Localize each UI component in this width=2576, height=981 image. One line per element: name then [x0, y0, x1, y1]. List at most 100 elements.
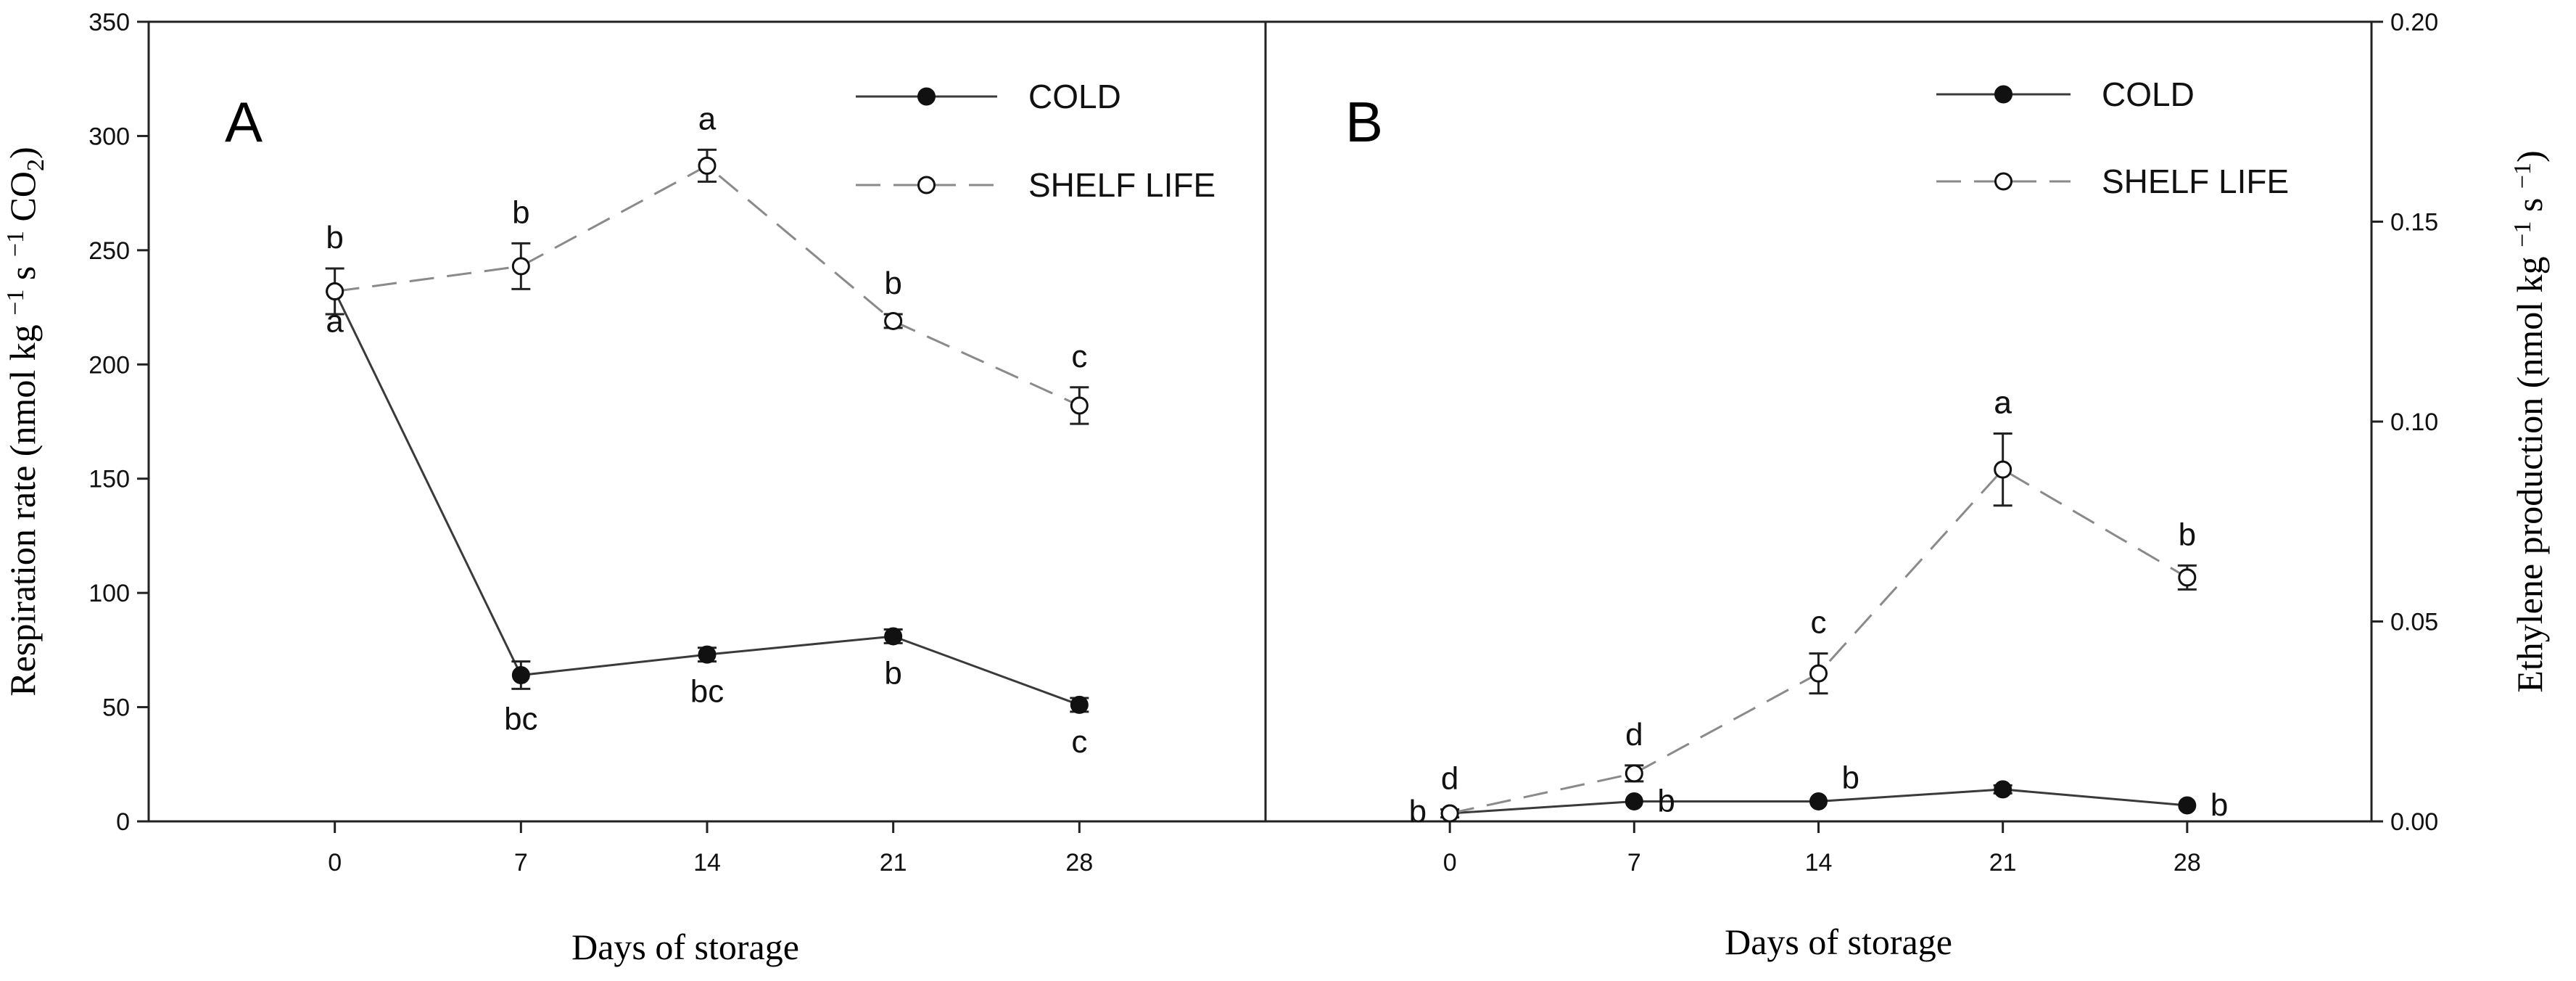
- significance-label: d: [1441, 760, 1458, 796]
- y-axis-title-part: ): [2, 147, 43, 159]
- x-tick-label: 14: [1805, 849, 1833, 877]
- y-tick-label: 50: [102, 694, 130, 722]
- y-axis-title-part: Ethylene production (nmol kg: [2509, 247, 2550, 693]
- panel-tag: B: [1345, 90, 1383, 154]
- y-axis-title-part: −1: [2, 231, 29, 257]
- significance-label: bc: [690, 674, 724, 710]
- legend-marker-open: [1994, 172, 2012, 191]
- y-axis-title-part: 2: [22, 159, 49, 171]
- x-tick-label: 28: [2174, 849, 2201, 877]
- data-point-open: [1440, 804, 1459, 823]
- legend-label: COLD: [1028, 78, 1121, 115]
- y-tick-label: 200: [88, 351, 130, 379]
- y-axis-title: Ethylene production (nmol kg −1 s −1): [2509, 150, 2550, 692]
- y-tick-label: 250: [88, 237, 130, 265]
- series-shelf-life: d d c a b: [1440, 385, 2197, 823]
- series-line: [334, 164, 1080, 407]
- data-point-filled: [2178, 796, 2197, 815]
- panel-tag: A: [225, 90, 263, 154]
- significance-label: b: [884, 266, 901, 301]
- data-point-open: [1809, 664, 1828, 683]
- data-point-open: [884, 311, 903, 330]
- data-point-open: [511, 257, 530, 276]
- y-tick-label: 0.00: [2390, 808, 2438, 836]
- x-tick-label: 7: [1627, 849, 1641, 877]
- y-axis-title-part: −1: [2509, 221, 2536, 247]
- y-axis-title-part: CO: [2, 171, 43, 231]
- legend-label: SHELF LIFE: [1028, 166, 1215, 204]
- legend: COLD SHELF LIFE: [856, 78, 1215, 204]
- legend: COLD SHELF LIFE: [1936, 75, 2289, 200]
- y-axis-title-part: −1: [2, 290, 29, 316]
- y-axis-title-part: −1: [2509, 163, 2536, 189]
- x-tick-label: 21: [880, 849, 907, 877]
- data-point-open: [1994, 460, 2012, 479]
- x-axis-title: Days of storage: [571, 927, 799, 967]
- legend-marker-filled: [1994, 85, 2012, 104]
- x-tick-label: 7: [514, 849, 528, 877]
- y-tick-label: 0.10: [2390, 409, 2438, 436]
- y-axis-title-part: ): [2509, 150, 2550, 163]
- data-point-open: [326, 282, 344, 301]
- series-line: [334, 290, 1080, 706]
- significance-label: b: [2179, 517, 2196, 552]
- x-tick-label: 28: [1065, 849, 1093, 877]
- legend-label: COLD: [2102, 75, 2195, 113]
- significance-label: a: [1994, 385, 2012, 421]
- x-tick-label: 0: [1443, 849, 1457, 877]
- y-axis-title: Respiration rate (nmol kg −1 s −1 CO2): [2, 147, 49, 696]
- data-point-open: [698, 156, 717, 175]
- y-tick-label: 100: [88, 580, 130, 607]
- y-tick-label: 150: [88, 466, 130, 493]
- legend-entry: SHELF LIFE: [856, 166, 1215, 204]
- y-tick-label: 0.05: [2390, 609, 2438, 636]
- data-point-open: [1070, 396, 1089, 415]
- significance-label: c: [1071, 339, 1087, 374]
- y-tick-label: 350: [88, 9, 130, 36]
- legend-marker-filled: [917, 87, 936, 106]
- data-point-filled: [1625, 792, 1643, 810]
- data-point-filled: [511, 665, 530, 684]
- y-axis-title-part: s: [2509, 189, 2550, 221]
- legend-entry: COLD: [856, 78, 1121, 115]
- significance-label: d: [1625, 717, 1643, 752]
- legend-marker-open: [917, 176, 936, 194]
- plot-frame: [1264, 20, 2373, 823]
- significance-label: a: [698, 101, 717, 136]
- y-tick-label: 0.15: [2390, 209, 2438, 237]
- data-point-filled: [1994, 780, 2012, 799]
- y-tick-label: 0.20: [2390, 9, 2438, 36]
- y-axis-title-part: Respiration rate (nmol kg: [2, 316, 43, 697]
- series-line: [1449, 468, 2188, 815]
- data-point-filled: [884, 627, 903, 646]
- data-point-open: [1625, 764, 1643, 783]
- data-point-open: [2178, 568, 2197, 587]
- series-shelf-life: b b a b c: [325, 101, 1089, 425]
- significance-label: b: [512, 194, 529, 230]
- data-point-filled: [1809, 792, 1828, 810]
- y-tick-label: 0: [116, 808, 130, 836]
- panel-b: 0.00 0.05 0.10 0.15 0.20 0 7 14 21 28 Bb b b a bd d c a b C…: [1264, 9, 2550, 962]
- significance-label: bc: [504, 701, 537, 736]
- x-tick-label: 21: [1989, 849, 2017, 877]
- data-point-filled: [698, 645, 717, 664]
- significance-label: c: [1071, 724, 1087, 760]
- data-point-filled: [1070, 695, 1089, 714]
- x-axis-title: Days of storage: [1725, 922, 1952, 962]
- significance-label: b: [1657, 783, 1675, 818]
- legend-label: SHELF LIFE: [2102, 163, 2289, 200]
- significance-label: b: [1409, 794, 1427, 829]
- legend-entry: SHELF LIFE: [1936, 163, 2289, 200]
- significance-label: a: [1994, 385, 2012, 421]
- x-tick-label: 0: [328, 849, 342, 877]
- y-axis-title-part: s: [2, 257, 43, 289]
- significance-label: c: [1811, 605, 1827, 641]
- y-tick-label: 300: [88, 123, 130, 150]
- significance-label: b: [1842, 760, 1859, 795]
- significance-label: b: [326, 220, 343, 255]
- significance-label: b: [2210, 787, 2228, 823]
- x-tick-label: 14: [693, 849, 721, 877]
